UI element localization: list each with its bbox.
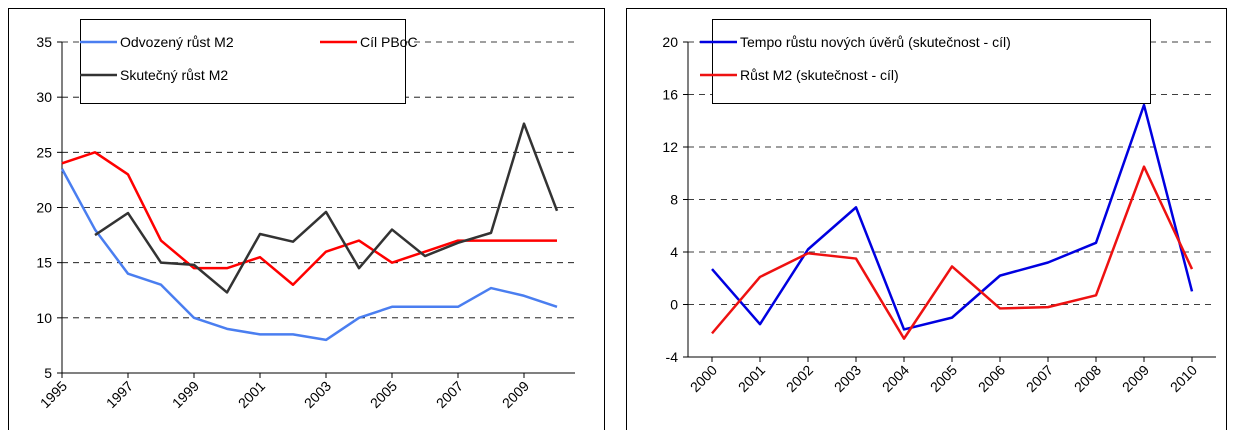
x-tick-label: 2008	[1071, 362, 1104, 395]
x-tick-label: 1995	[37, 378, 70, 411]
x-tick-label: 2009	[499, 378, 532, 411]
x-tick-label: 2000	[687, 362, 720, 395]
line-series	[94, 122, 559, 294]
y-tick-label: 12	[662, 139, 678, 155]
y-tick-label: 20	[662, 34, 678, 50]
y-tick-label: 0	[670, 297, 678, 313]
legend-label: Růst M2 (skutečnost - cíl)	[740, 67, 899, 83]
panel-border	[8, 8, 605, 430]
y-tick-label: -4	[666, 349, 679, 365]
y-tick-label: 10	[36, 310, 52, 326]
legend-label: Odvozený růst M2	[120, 34, 234, 50]
line-series	[61, 151, 557, 286]
y-tick-label: 35	[36, 34, 52, 50]
line-series	[711, 165, 1194, 340]
x-tick-label: 2007	[433, 378, 466, 411]
x-tick-label: 1999	[169, 378, 202, 411]
y-tick-label: 5	[44, 365, 52, 381]
x-tick-label: 2010	[1167, 362, 1200, 395]
legend-box	[80, 19, 406, 104]
legend-label: Skutečný růst M2	[120, 67, 228, 83]
x-tick-label: 2005	[927, 362, 960, 395]
y-tick-label: 25	[36, 144, 52, 160]
x-tick-label: 2006	[975, 362, 1008, 395]
x-tick-label: 2005	[367, 378, 400, 411]
y-tick-label: 8	[670, 192, 678, 208]
line-series	[60, 168, 558, 342]
line-series	[711, 103, 1194, 331]
y-tick-label: 30	[36, 89, 52, 105]
x-tick-label: 2004	[879, 362, 912, 395]
x-tick-label: 2001	[735, 362, 768, 395]
legend-label: Tempo růstu nových úvěrů (skutečnost - c…	[740, 34, 1011, 50]
y-tick-label: 16	[662, 87, 678, 103]
y-tick-label: 20	[36, 200, 52, 216]
x-tick-label: 2003	[831, 362, 864, 395]
x-tick-label: 2002	[783, 362, 816, 395]
panel-border	[626, 8, 1227, 430]
x-tick-label: 2009	[1119, 362, 1152, 395]
x-tick-label: 2003	[301, 378, 334, 411]
y-tick-label: 4	[670, 244, 678, 260]
legend-label: Cíl PBoC	[360, 34, 418, 50]
x-tick-label: 2007	[1023, 362, 1056, 395]
y-tick-label: 15	[36, 255, 52, 271]
x-tick-label: 1997	[103, 378, 136, 411]
x-tick-label: 2001	[235, 378, 268, 411]
legend-box	[712, 19, 1151, 104]
